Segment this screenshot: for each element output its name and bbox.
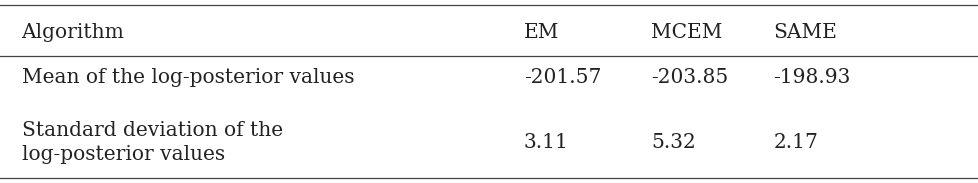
Text: 2.17: 2.17 [773,133,818,152]
Text: -203.85: -203.85 [650,68,728,87]
Text: -201.57: -201.57 [523,68,600,87]
Text: EM: EM [523,23,558,42]
Text: Mean of the log-posterior values: Mean of the log-posterior values [22,68,354,87]
Text: Algorithm: Algorithm [22,23,124,42]
Text: -198.93: -198.93 [773,68,850,87]
Text: MCEM: MCEM [650,23,722,42]
Text: 3.11: 3.11 [523,133,568,152]
Text: 5.32: 5.32 [650,133,695,152]
Text: SAME: SAME [773,23,836,42]
Text: Standard deviation of the
log-posterior values: Standard deviation of the log-posterior … [22,122,283,164]
